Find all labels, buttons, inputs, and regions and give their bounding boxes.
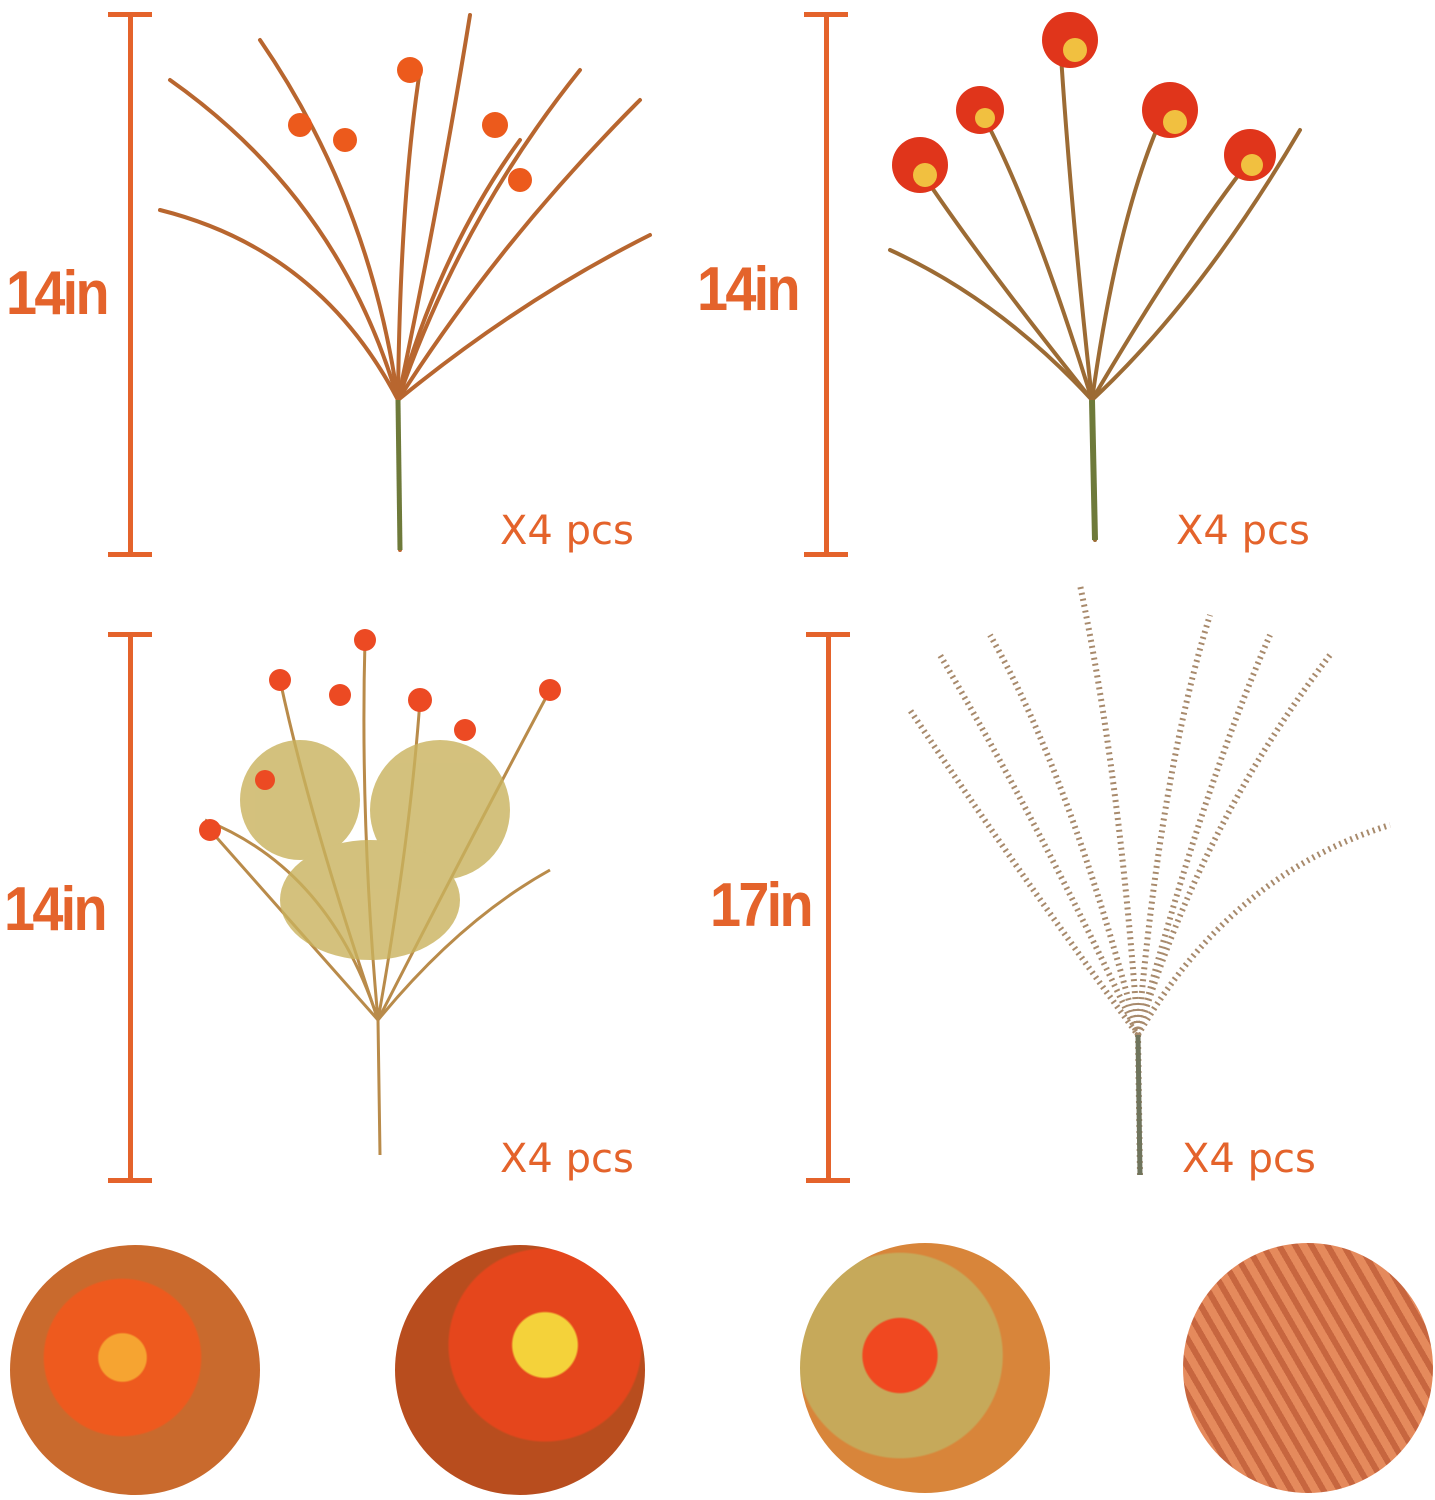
height-label-2: 14in [697, 255, 801, 324]
plant-image-1 [158, 13, 652, 552]
quantity-label-2: X4 pcs [1176, 508, 1310, 554]
plant-image-2 [888, 12, 1302, 542]
height-label-1: 14in [6, 259, 110, 328]
plant-image-3 [199, 629, 561, 1156]
height-label-3: 14in [4, 875, 108, 944]
detail-circle-1 [10, 1245, 260, 1495]
height-label-4: 17in [710, 871, 814, 940]
detail-circle-2 [395, 1245, 645, 1495]
quantity-label-1: X4 pcs [500, 508, 634, 554]
detail-circle-4 [1183, 1243, 1433, 1493]
quantity-label-3: X4 pcs [500, 1136, 634, 1182]
quantity-label-4: X4 pcs [1182, 1136, 1316, 1182]
detail-circle-3 [800, 1243, 1050, 1493]
plant-image-4 [907, 584, 1391, 1176]
